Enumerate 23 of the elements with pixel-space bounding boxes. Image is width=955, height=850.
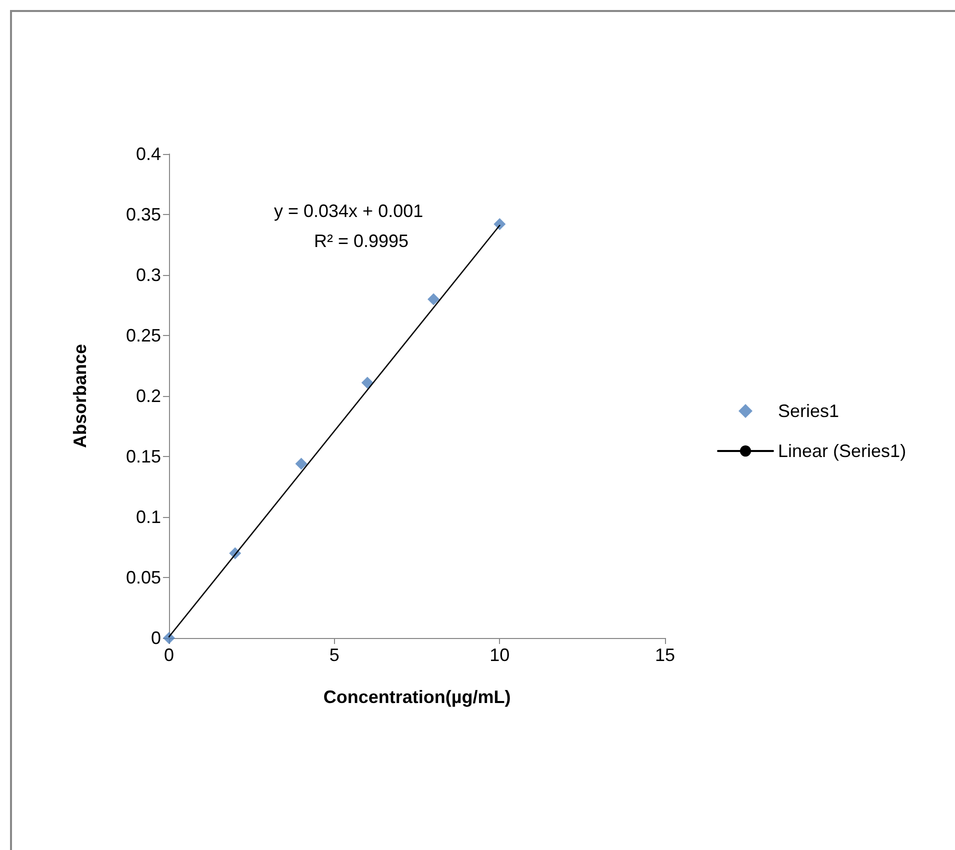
y-tick-label: 0.05 bbox=[126, 568, 161, 588]
x-tick-label: 15 bbox=[654, 645, 676, 665]
y-axis-title: Absorbance bbox=[70, 344, 90, 448]
y-tick-label: 0 bbox=[150, 628, 161, 648]
y-tick-label: 0.3 bbox=[136, 265, 161, 285]
point bbox=[295, 458, 308, 470]
legend-label: Linear (Series1) bbox=[778, 441, 906, 461]
y-tick-label: 0.2 bbox=[136, 386, 161, 406]
annotation: R² = 0.9995 bbox=[314, 231, 409, 251]
y-tick-label: 0.35 bbox=[126, 204, 161, 224]
legend-label: Series1 bbox=[778, 401, 840, 421]
y-tick-label: 0.25 bbox=[126, 326, 161, 346]
x-tick-label: 0 bbox=[164, 645, 174, 665]
y-tick-label: 0.4 bbox=[136, 144, 161, 164]
x-tick-label: 5 bbox=[329, 645, 340, 665]
annotation: y = 0.034x + 0.001 bbox=[274, 201, 424, 221]
point bbox=[361, 376, 374, 389]
y-tick-label: 0.15 bbox=[126, 446, 161, 466]
point bbox=[428, 293, 440, 306]
x-axis-title: Concentration(µg/mL) bbox=[323, 687, 511, 707]
y-tick-label: 0.1 bbox=[136, 507, 161, 527]
point bbox=[494, 218, 506, 230]
x-tick-label: 10 bbox=[490, 645, 510, 665]
